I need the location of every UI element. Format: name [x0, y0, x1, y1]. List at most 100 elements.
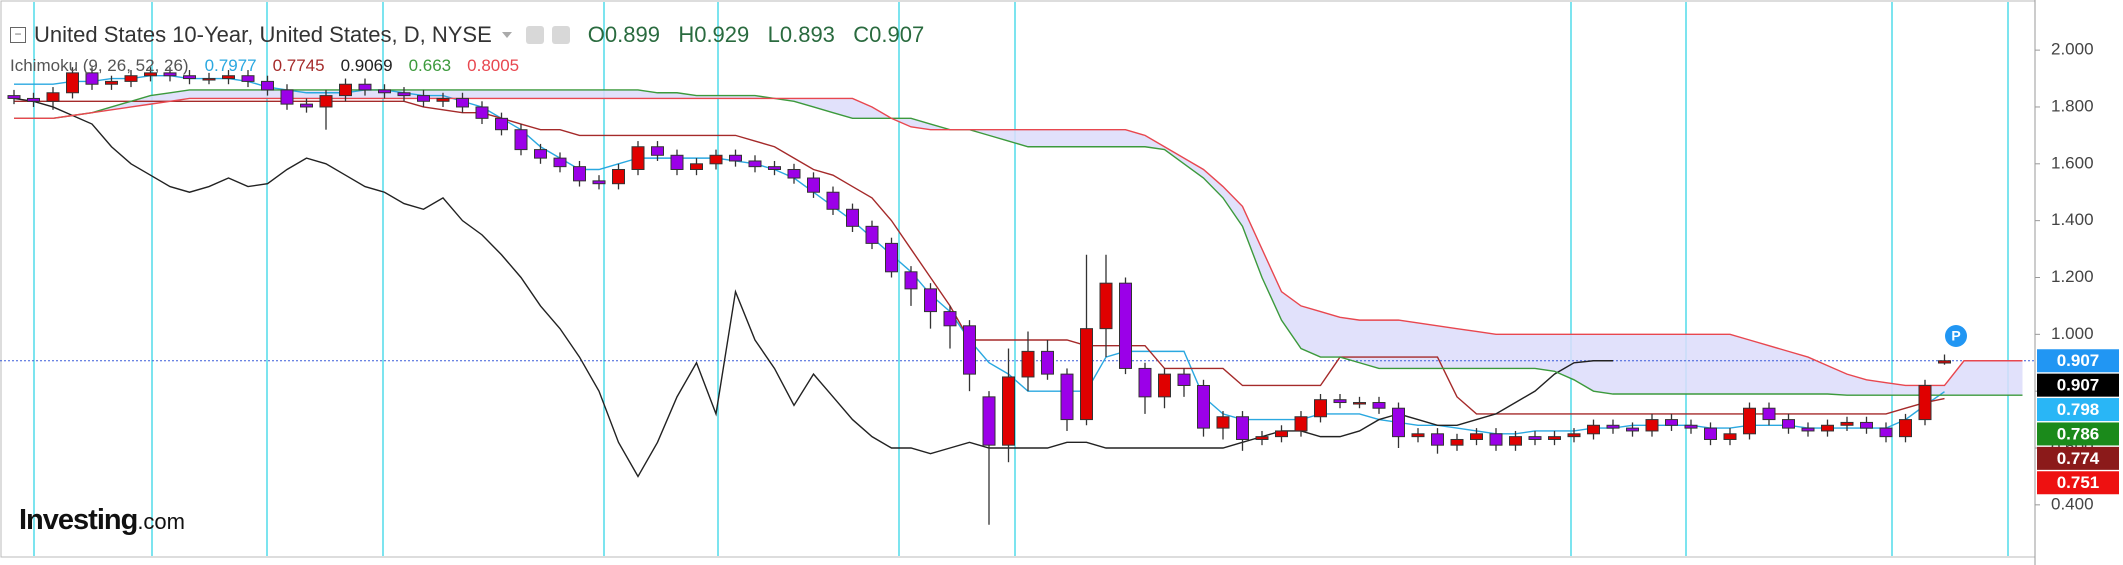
candle-body: [612, 168, 625, 185]
candle-body: [183, 75, 196, 80]
candle-body: [1177, 373, 1191, 386]
candle-body: [319, 95, 333, 108]
candle-body: [1353, 402, 1366, 405]
candle-body: [46, 92, 60, 102]
candle-body: [1801, 427, 1815, 432]
candle-body: [904, 271, 918, 290]
candle-body: [1333, 399, 1347, 404]
price-tag: [2037, 373, 2119, 397]
candle-body: [1489, 433, 1503, 446]
ohlc-key: C: [853, 22, 870, 47]
candle-body: [1021, 350, 1035, 378]
candle-body: [202, 78, 216, 81]
candle-body: [378, 89, 391, 94]
cloud: [14, 89, 2023, 396]
indicator-legend: Ichimoku (9, 26, 52, 26) 0.7977 0.7745 0…: [10, 56, 519, 76]
icon[interactable]: [525, 26, 544, 44]
price-tag-label: 0.774: [2057, 449, 2100, 468]
candle-body: [1392, 407, 1405, 438]
candle-body: [300, 103, 313, 108]
candle-body: [417, 95, 430, 102]
candle-body: [1879, 427, 1893, 438]
candle-body: [846, 208, 859, 227]
candle-body: [553, 157, 567, 168]
candle-body: [456, 97, 469, 108]
candle-body: [7, 95, 21, 99]
price-tag-label: 0.907: [2057, 351, 2100, 370]
candle-body: [982, 396, 996, 446]
y-tick-label: 0.400: [2051, 494, 2094, 513]
candle-body: [787, 168, 801, 179]
collapse-button[interactable]: −: [10, 27, 26, 43]
candle-body: [1314, 399, 1327, 418]
candle-body: [1119, 282, 1132, 369]
candle-body: [534, 149, 547, 159]
candle-body: [475, 106, 489, 119]
candle-body: [729, 154, 742, 162]
icon[interactable]: [551, 26, 570, 44]
indicator-value: 0.7977: [204, 56, 257, 75]
candle-body: [807, 177, 820, 193]
candle-body: [1080, 328, 1093, 421]
dropdown[interactable]: [501, 32, 512, 38]
candle-body: [1197, 384, 1210, 429]
y-tick-label: 2.000: [2051, 40, 2094, 59]
indicator-line: [14, 97, 2023, 387]
ohlc-value: 0.929: [694, 22, 750, 47]
candle-body: [105, 80, 118, 85]
candle-body: [1002, 376, 1015, 446]
candle-body: [495, 117, 508, 131]
candle-body: [1606, 424, 1620, 429]
candle-body: [826, 191, 840, 210]
candle-body: [1236, 416, 1249, 440]
candle-body: [1255, 436, 1269, 440]
indicator-value: 0.9069: [340, 56, 393, 75]
candle-body: [436, 97, 450, 102]
logo-name: Investing: [19, 504, 138, 536]
candle-body: [222, 75, 235, 80]
candle-body: [670, 154, 684, 170]
candle-body: [943, 311, 957, 327]
candle-body: [865, 225, 879, 244]
candle-body: [1450, 438, 1464, 446]
ohlc-key: L: [767, 22, 780, 47]
candle-body: [1470, 433, 1483, 440]
price-tag: [2037, 446, 2119, 470]
ohlc-value: 0.907: [869, 22, 925, 47]
candle-body: [1294, 416, 1308, 432]
candle-body: [1158, 373, 1171, 398]
candle-body: [1587, 424, 1600, 435]
indicator-line: [14, 100, 1945, 415]
candle-body: [514, 129, 528, 151]
ohlc: O0.899 H0.929 L0.893 C0.907: [588, 22, 924, 48]
candle-body: [1509, 436, 1522, 446]
candle-body: [1782, 419, 1795, 429]
candle-body: [1275, 430, 1288, 438]
price-tag: [2037, 349, 2119, 373]
candle-body: [748, 160, 762, 168]
indicator-name: Ichimoku (9, 26, 52, 26): [10, 56, 189, 75]
marker-label: P: [1951, 328, 1960, 344]
y-tick-label: 1.600: [2051, 153, 2094, 172]
y-tick-label: 1.000: [2051, 324, 2094, 343]
price-tag-label: 0.751: [2057, 473, 2100, 492]
ohlc-key: O: [587, 22, 605, 47]
candle-body: [163, 72, 177, 77]
candle-body: [924, 288, 937, 313]
ohlc-value: 0.893: [779, 22, 835, 47]
candle-body: [651, 146, 664, 156]
indicator-value: 0.8005: [467, 56, 520, 75]
candle-body: [1860, 421, 1873, 429]
candle-body: [690, 163, 703, 170]
price-tag: [2037, 398, 2119, 422]
price-tag: [2037, 422, 2119, 446]
candle-body: [339, 83, 352, 97]
candle-body: [963, 325, 976, 375]
marker: [1945, 325, 1967, 347]
candle-body: [592, 180, 606, 185]
y-tick-label: 1.800: [2051, 96, 2094, 115]
indicator-line: [13, 97, 1613, 478]
candle-body: [768, 166, 781, 170]
price-tag: [2037, 471, 2119, 495]
